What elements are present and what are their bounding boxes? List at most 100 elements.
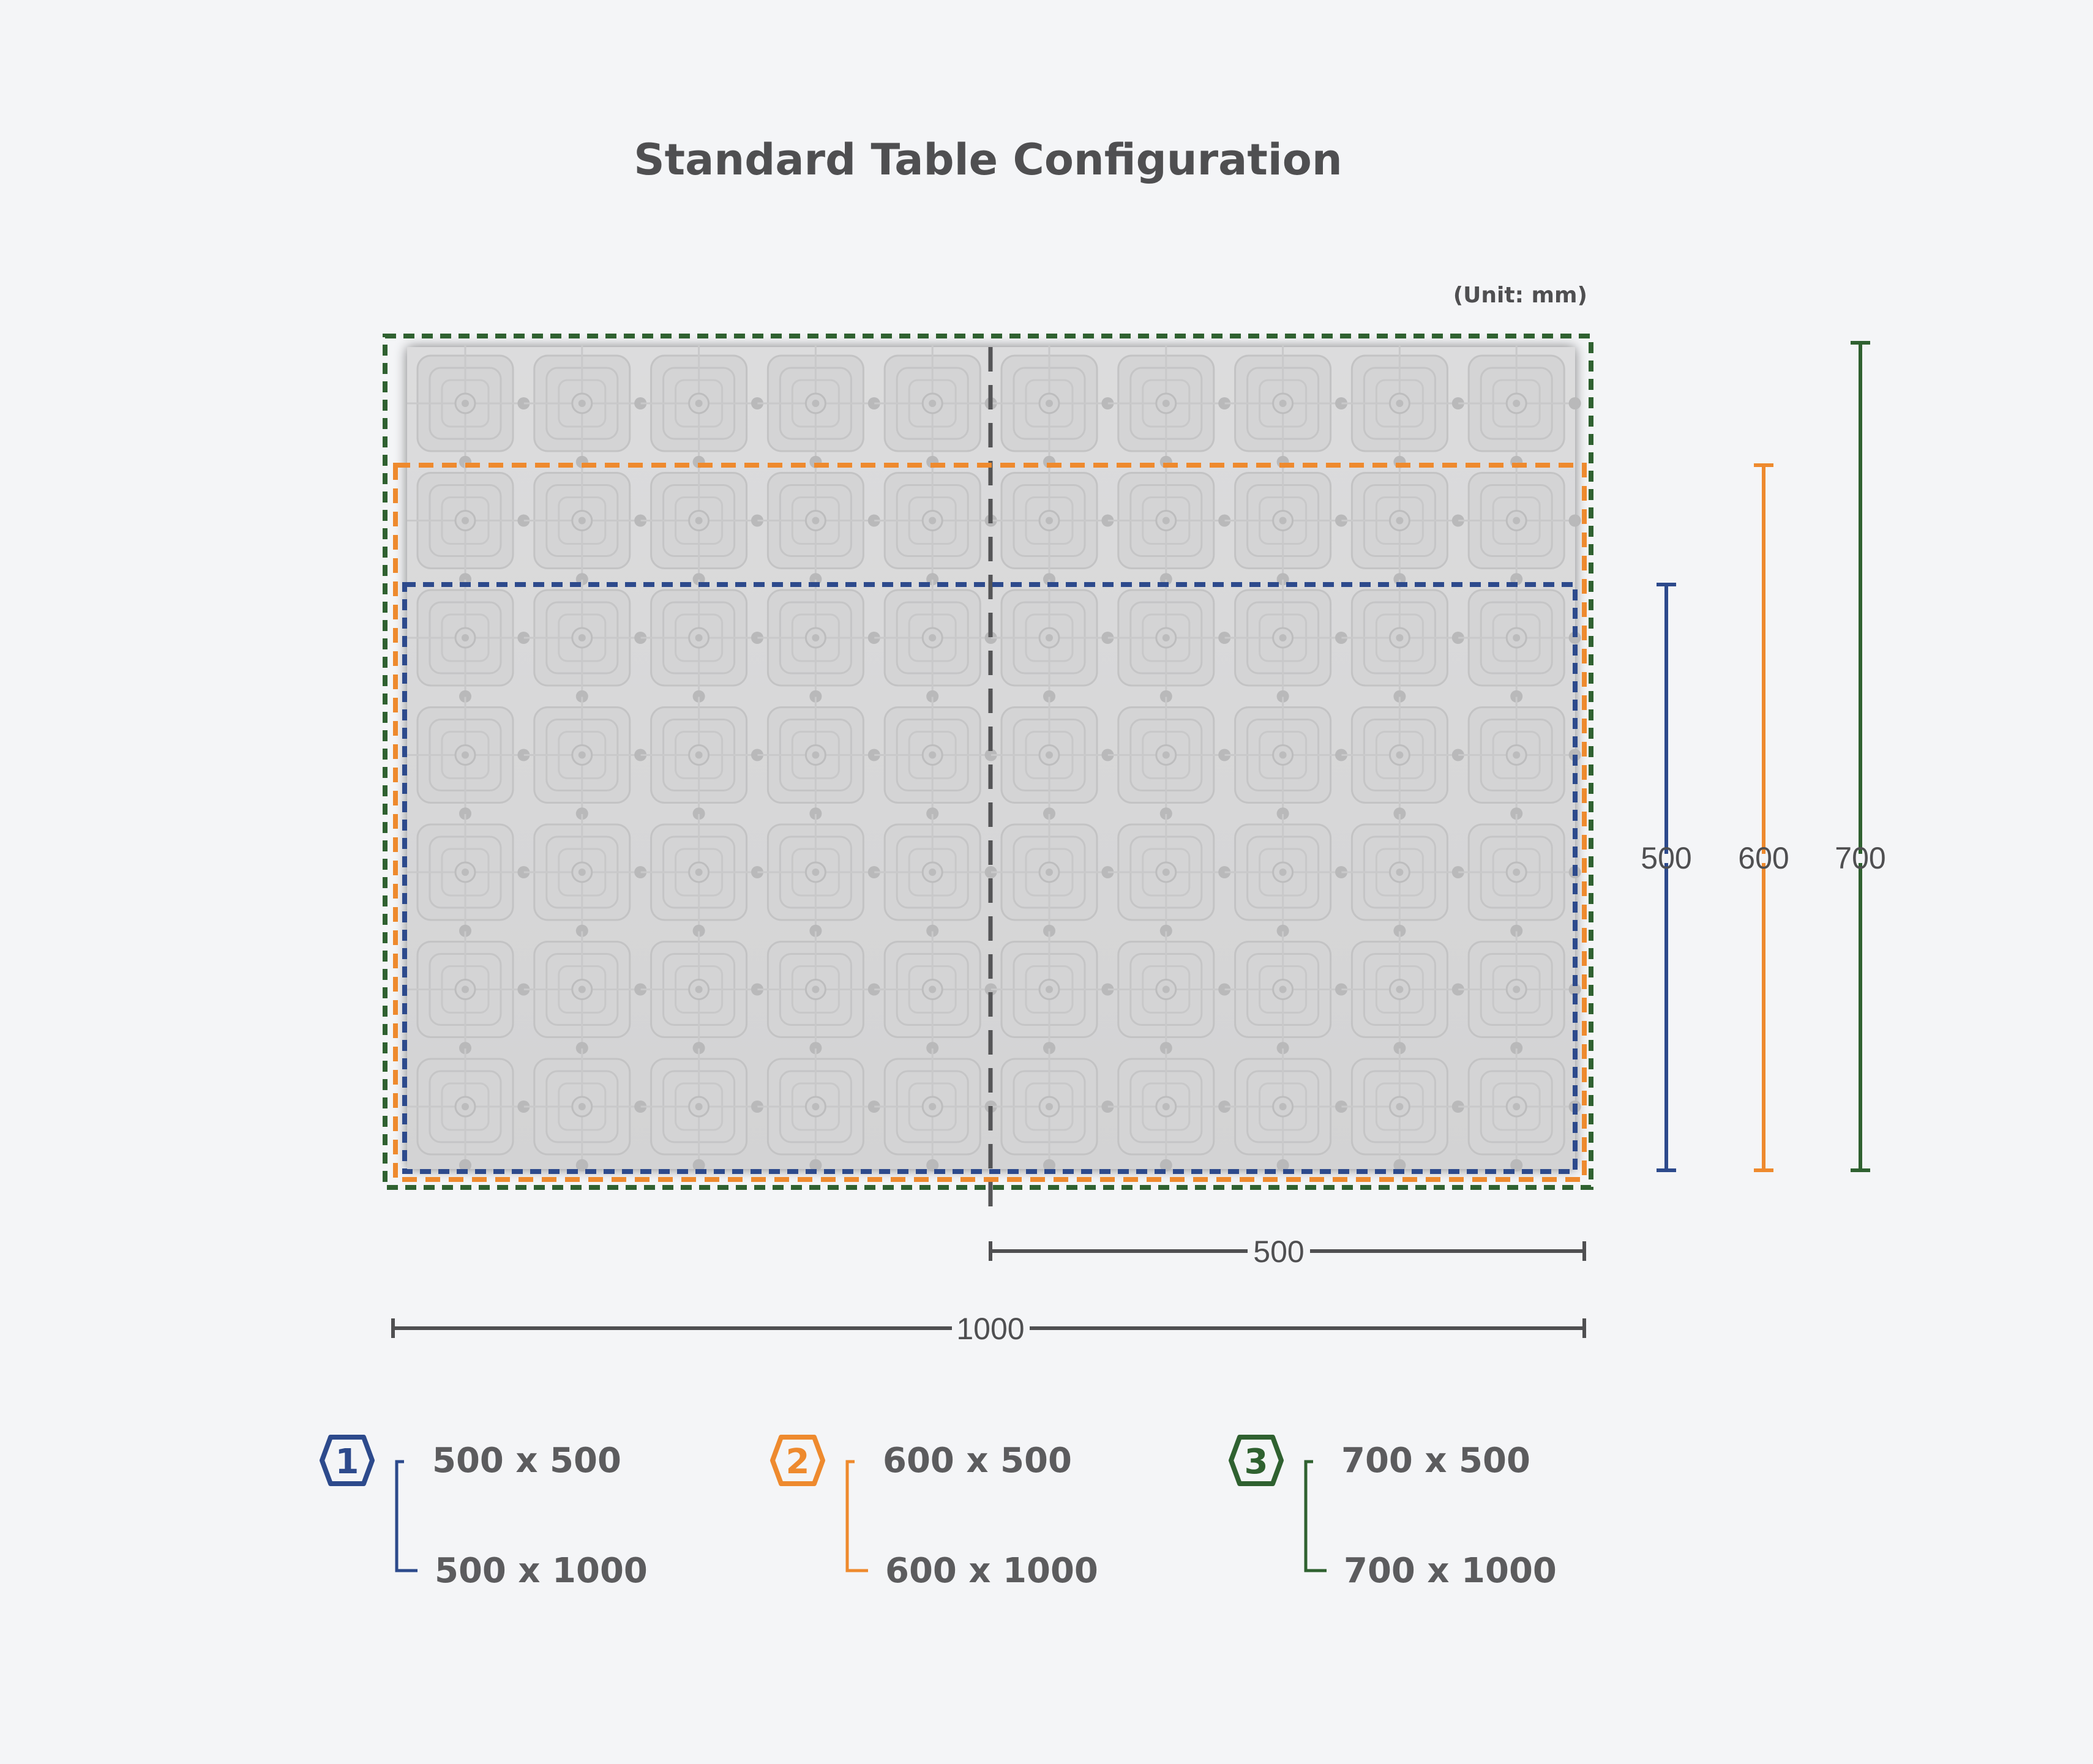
plate-cell [874,580,997,703]
plate-cell [1224,462,1347,586]
plate-cell [407,814,530,937]
plate-cell [407,462,530,586]
table-plate [407,345,1581,1172]
plate-cell [991,462,1114,586]
dimension-700-height [1851,341,1870,1172]
plate-cell [640,345,763,468]
plate-cell [407,1048,530,1172]
dimension-label-500-height: 500 [1641,841,1691,875]
dimension-1000-width [391,1318,1586,1338]
plate-cell [1341,1048,1464,1172]
legend-item-2: 2 600 x 500 600 x 1000 [770,1435,1098,1591]
plate-cell [1224,814,1347,937]
plate-cell [1458,931,1581,1055]
plate-cell [523,931,647,1055]
legend-option-a: 500 x 500 [432,1441,621,1481]
plate-cell [640,462,763,586]
legend-badge-number: 1 [335,1442,359,1482]
plate-cell [523,814,647,937]
plate-cell [1458,697,1581,820]
plate-cell [1341,462,1464,586]
plate-cell [640,931,763,1055]
plate-cell [1107,697,1231,820]
dimension-600-height [1754,463,1773,1172]
plate-cell [407,931,530,1055]
plate-cell [1224,580,1347,703]
outline-600 [393,463,1587,1182]
legend-bracket [395,1460,417,1572]
legend-item-1: 1 500 x 500 500 x 1000 [320,1435,648,1591]
plate-cell [874,697,997,820]
plate-cell [991,697,1114,820]
plate-cell [991,931,1114,1055]
plate-cell [640,814,763,937]
plate-cell [757,345,880,468]
legend-option-b: 700 x 1000 [1344,1551,1557,1591]
legend-option-b: 600 x 1000 [885,1551,1098,1591]
plate-cell [874,462,997,586]
plate-cell [757,1048,880,1172]
legend-badge-icon [320,1435,375,1486]
legend-option-b: 500 x 1000 [435,1551,648,1591]
plate-cell [640,580,763,703]
plate-cell [991,814,1114,937]
plate-cell [1224,697,1347,820]
plate-cell [640,1048,763,1172]
plate-cell [757,697,880,820]
plate-cell [1107,1048,1231,1172]
plate-cell [407,697,530,820]
plate-cell [1341,931,1464,1055]
unit-label: (Unit: mm) [1453,283,1587,308]
legend-bracket [845,1460,868,1572]
plate-cell [1341,580,1464,703]
plate-cell [1107,345,1231,468]
plate-cell [1458,345,1581,468]
plate-cell [523,580,647,703]
plate-cell [874,345,997,468]
plate-cell [1107,462,1231,586]
plate-cell [1458,580,1581,703]
dimension-label-600-height: 600 [1738,841,1789,875]
plate-cell [1224,345,1347,468]
plate-cell [1224,1048,1347,1172]
outline-500 [402,582,1578,1174]
plate-cell [991,580,1114,703]
plate-cell [1224,931,1347,1055]
legend-badge-number: 2 [786,1442,810,1482]
legend: 1 500 x 500 500 x 1000 2 600 x 500 600 x 1000… [320,1435,1557,1591]
plate-cell [874,1048,997,1172]
legend-badge-icon [1229,1435,1284,1486]
plate-cell [1107,931,1231,1055]
legend-badge-number: 3 [1245,1442,1268,1482]
page-title: Standard Table Configuration [634,135,1342,185]
legend-option-a: 700 x 500 [1341,1441,1530,1481]
dimension-label-1000-width: 1000 [956,1312,1024,1346]
plate-pattern [407,345,1581,1172]
legend-item-3: 3 700 x 500 700 x 1000 [1229,1435,1557,1591]
plate-cell [874,814,997,937]
plate-cell [757,814,880,937]
plate-cell [1458,462,1581,586]
plate-cell [1458,814,1581,937]
plate-cell [523,462,647,586]
plate-cell [991,345,1114,468]
dimension-500-width [989,1241,1586,1261]
plate-cell [523,345,647,468]
plate-cell [757,580,880,703]
plate-cell [1107,814,1231,937]
dimension-label-500-width: 500 [1253,1235,1304,1269]
plate-cell [874,931,997,1055]
plate-cell [523,1048,647,1172]
legend-option-a: 600 x 500 [883,1441,1072,1481]
plate-cell [757,462,880,586]
plate-cell [1341,814,1464,937]
plate-cell [407,580,530,703]
legend-badge-icon [770,1435,825,1486]
legend-bracket [1304,1460,1327,1572]
plate-cell [640,697,763,820]
plate-cell [991,1048,1114,1172]
plate-cell [757,931,880,1055]
plate-cell [523,697,647,820]
plate-cell [1341,697,1464,820]
